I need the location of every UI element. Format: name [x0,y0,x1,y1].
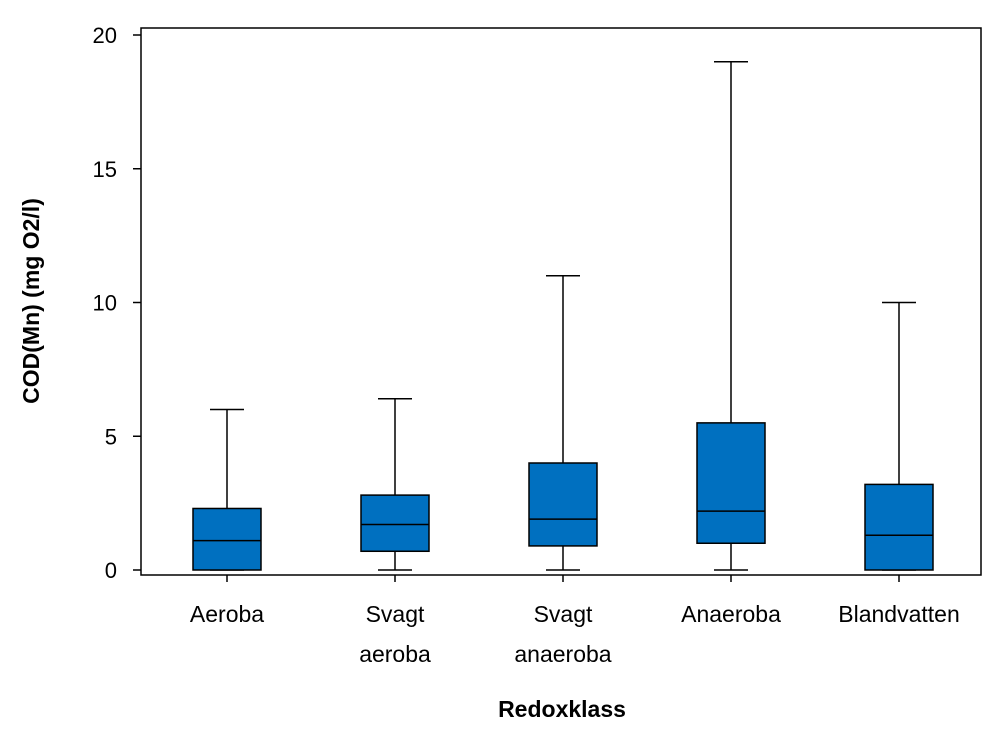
box-group [864,301,934,571]
y-tick-label: 20 [93,23,117,48]
box-group [528,275,598,571]
plot-area-frame [140,27,982,576]
x-tick-label: Svagt [534,601,593,627]
y-tick-label: 10 [93,291,117,316]
box-group [192,408,262,571]
iqr-box [528,462,598,547]
y-axis: 0 5 10 15 20 [93,23,141,583]
x-tick-label: Svagt [366,601,425,627]
boxes [192,61,934,571]
x-axis-title: Redoxklass [498,696,626,722]
y-tick-label: 15 [93,157,117,182]
x-tick-label: Aeroba [190,601,264,627]
iqr-box [864,483,934,571]
y-axis-title: COD(Mn) (mg O2/l) [18,198,44,404]
iqr-box [360,494,430,553]
x-tick-label: anaeroba [514,641,611,667]
iqr-box [192,507,262,571]
box-group [360,398,430,571]
x-tick-label: Anaeroba [681,601,781,627]
x-tick-label: Blandvatten [838,601,959,627]
y-tick-label: 0 [105,558,117,583]
y-tick-label: 5 [105,424,117,449]
x-tick-label: aeroba [359,641,431,667]
iqr-box [696,422,766,544]
x-axis: Aeroba Svagt aeroba Svagt anaeroba Anaeroba Bl… [190,575,960,667]
box-group [696,61,766,571]
